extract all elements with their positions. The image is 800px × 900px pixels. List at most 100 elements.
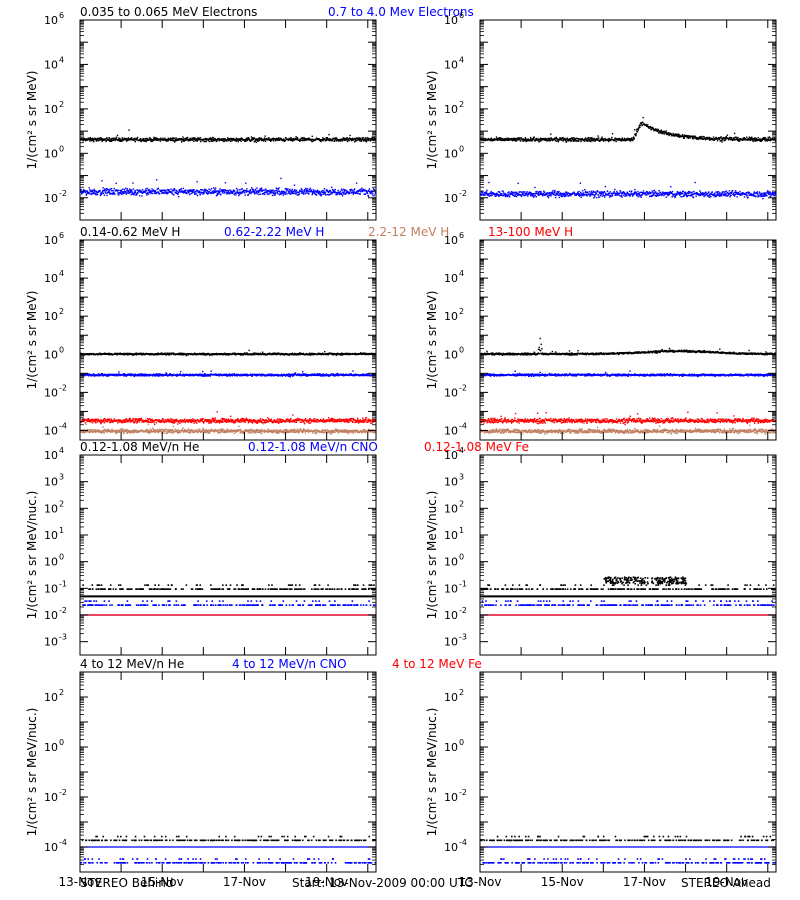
y-tick-label: 10 [444, 691, 458, 704]
series-3 [480, 411, 776, 426]
y-tick-label: 10 [44, 386, 58, 399]
x-tick-label: 13-Nov [58, 875, 101, 889]
legend-entry: 0.62-2.22 MeV H [224, 225, 324, 239]
y-tick-label: 10 [44, 103, 58, 116]
y-tick-exponent: 4 [59, 446, 64, 455]
y-tick-label: 10 [44, 147, 58, 160]
plot-area [480, 116, 776, 200]
y-tick-label: 10 [444, 424, 458, 437]
legend-entry: 4 to 12 MeV/n CNO [232, 657, 347, 671]
y-tick-label: 10 [444, 386, 458, 399]
y-tick-label: 10 [44, 58, 58, 71]
y-tick-exponent: -2 [59, 189, 67, 198]
panel-frame [79, 671, 377, 873]
y-tick-label: 10 [444, 841, 458, 854]
y-tick-exponent: 4 [59, 269, 64, 278]
y-tick-exponent: 0 [59, 144, 64, 153]
y-tick-exponent: -4 [459, 421, 467, 430]
y-tick-exponent: 0 [459, 738, 464, 747]
panel-frame [479, 454, 777, 656]
legend-entry: 2.2-12 MeV H [368, 225, 449, 239]
y-tick-exponent: 3 [59, 473, 64, 482]
y-tick-label: 10 [44, 502, 58, 515]
y-tick-exponent: -1 [459, 579, 467, 588]
y-tick-exponent: -4 [459, 838, 467, 847]
y-tick-exponent: 6 [459, 231, 464, 240]
y-tick-exponent: 2 [59, 499, 64, 508]
y-axis-label: 1/(cm² s sr MeV/nuc.) [25, 491, 39, 620]
y-tick-exponent: -3 [59, 633, 67, 642]
y-tick-exponent: -2 [459, 788, 467, 797]
y-axis-label: 1/(cm² s sr MeV/nuc.) [425, 491, 439, 620]
series-3 [80, 411, 376, 426]
y-axis-label: 1/(cm² s sr MeV) [25, 291, 39, 390]
y-tick-label: 10 [444, 192, 458, 205]
y-tick-label: 10 [444, 476, 458, 489]
legend-entry: 0.035 to 0.065 MeV Electrons [80, 5, 257, 19]
series-2 [80, 423, 376, 435]
y-tick-label: 10 [444, 147, 458, 160]
legend-entry: 0.12-1.08 MeV Fe [424, 440, 529, 454]
y-tick-label: 10 [444, 609, 458, 622]
footer-left-label: STEREO Behind [80, 876, 174, 890]
y-tick-label: 10 [44, 609, 58, 622]
y-tick-label: 10 [44, 556, 58, 569]
y-tick-exponent: 1 [59, 526, 64, 535]
y-tick-label: 10 [44, 476, 58, 489]
series-1 [80, 177, 376, 198]
y-tick-label: 10 [44, 234, 58, 247]
panel-frame [79, 239, 377, 441]
y-tick-exponent: -2 [59, 606, 67, 615]
y-tick-label: 10 [444, 14, 458, 27]
panel-heavy-low-ahead: 1/(cm² s sr MeV/nuc.)10 -310 -210 -110 010 11… [425, 446, 777, 656]
y-tick-label: 10 [44, 424, 58, 437]
y-tick-label: 10 [44, 841, 58, 854]
y-tick-exponent: -4 [59, 838, 67, 847]
y-tick-exponent: -2 [459, 606, 467, 615]
y-axis-label: 1/(cm² s sr MeV/nuc.) [25, 708, 39, 837]
y-tick-label: 10 [44, 691, 58, 704]
panel-frame [479, 239, 777, 441]
series-0 [480, 337, 776, 357]
x-tick-label: 15-Nov [541, 875, 584, 889]
y-tick-label: 10 [444, 556, 458, 569]
series-1 [480, 181, 776, 200]
y-tick-label: 10 [444, 502, 458, 515]
footer-right-label: STEREO Ahead [681, 876, 771, 890]
series-1 [480, 600, 776, 616]
series-0 [480, 116, 776, 143]
y-axis-label: 1/(cm² s sr MeV) [25, 71, 39, 170]
y-tick-label: 10 [44, 272, 58, 285]
y-tick-label: 10 [444, 582, 458, 595]
y-tick-label: 10 [444, 529, 458, 542]
y-tick-label: 10 [44, 348, 58, 361]
y-tick-exponent: -2 [59, 383, 67, 392]
x-tick-label: 15-Nov [141, 875, 184, 889]
series-0 [80, 129, 376, 143]
series-1 [80, 600, 376, 616]
footer-start-label: Start: 13-Nov-2009 00:00 UTC [292, 876, 473, 890]
y-tick-exponent: 0 [59, 553, 64, 562]
y-tick-exponent: 4 [459, 55, 464, 64]
legend-entry: 0.7 to 4.0 Mev Electrons [328, 5, 474, 19]
y-tick-exponent: 0 [459, 553, 464, 562]
y-tick-exponent: 0 [59, 345, 64, 354]
y-tick-exponent: 4 [59, 55, 64, 64]
y-tick-exponent: 0 [59, 738, 64, 747]
y-tick-exponent: 6 [459, 11, 464, 20]
y-tick-label: 10 [44, 741, 58, 754]
y-tick-exponent: 2 [459, 688, 464, 697]
y-tick-exponent: 6 [59, 231, 64, 240]
y-tick-exponent: -2 [59, 788, 67, 797]
legend-entry: 0.12-1.08 MeV/n He [80, 440, 199, 454]
y-tick-label: 10 [444, 103, 458, 116]
legend-entry: 4 to 12 MeV/n He [80, 657, 184, 671]
y-tick-label: 10 [44, 14, 58, 27]
y-tick-label: 10 [444, 741, 458, 754]
series-0 [80, 349, 376, 357]
